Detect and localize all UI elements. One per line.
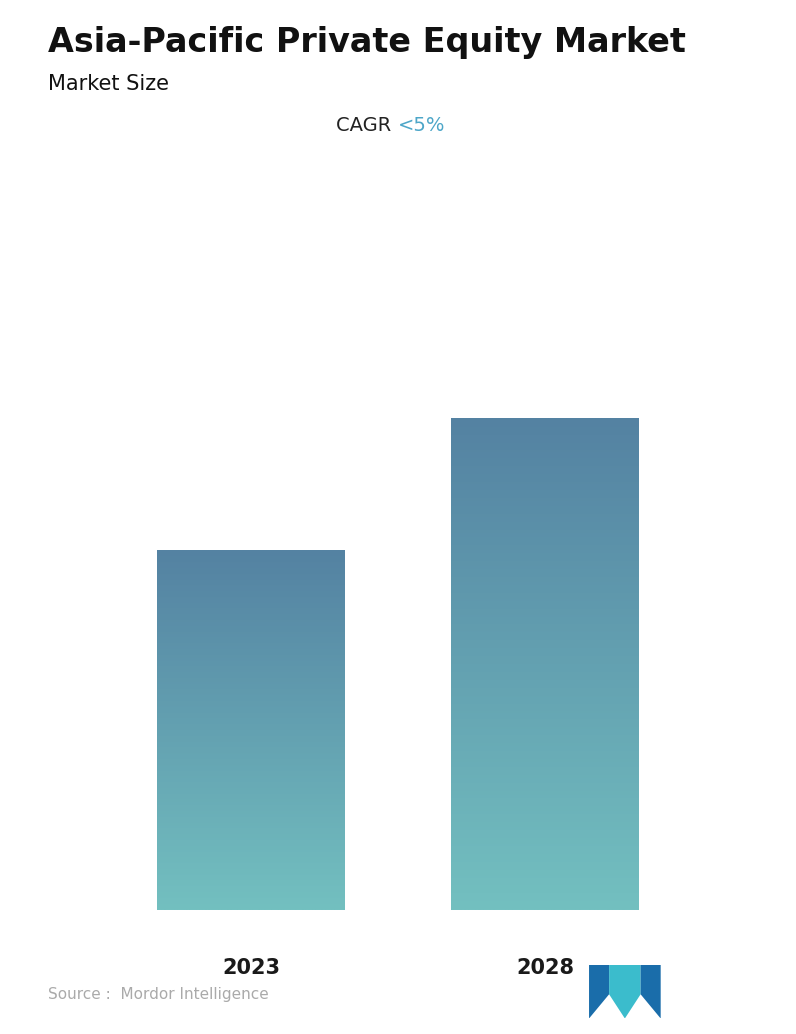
Polygon shape (589, 965, 609, 1018)
Text: <5%: <5% (398, 116, 446, 134)
Text: 2028: 2028 (516, 957, 574, 978)
Text: Market Size: Market Size (48, 74, 169, 94)
Text: Asia-Pacific Private Equity Market: Asia-Pacific Private Equity Market (48, 26, 685, 59)
Text: 2023: 2023 (222, 957, 280, 978)
Text: CAGR: CAGR (337, 116, 398, 134)
Text: Source :  Mordor Intelligence: Source : Mordor Intelligence (48, 987, 268, 1002)
Polygon shape (641, 965, 661, 1018)
Polygon shape (609, 965, 641, 1018)
